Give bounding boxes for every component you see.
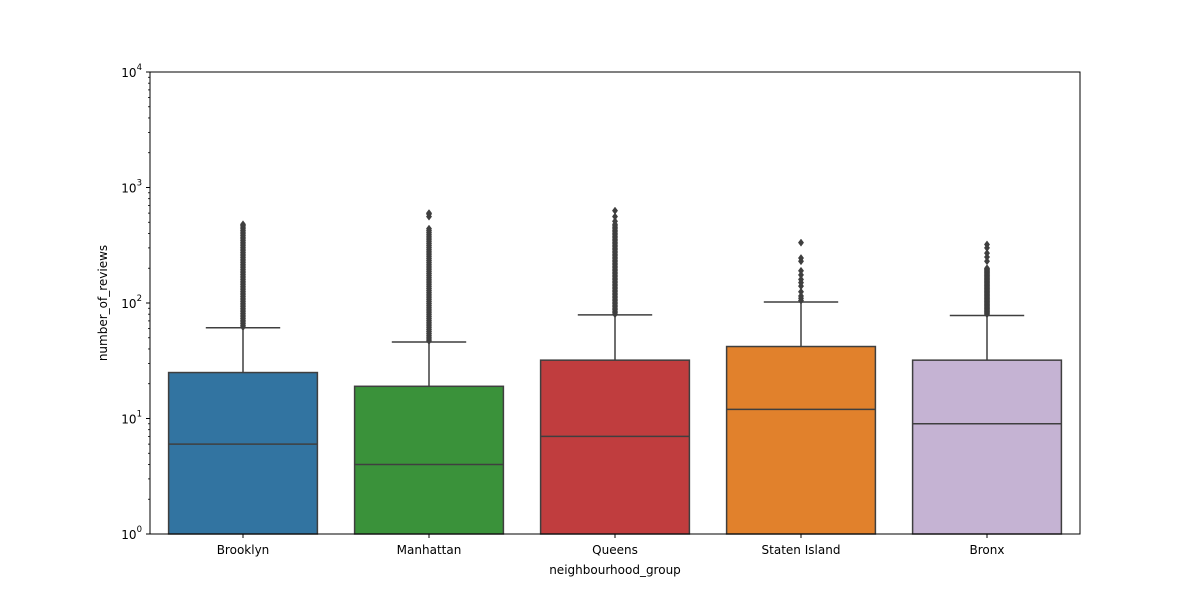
x-axis-label: neighbourhood_group	[549, 563, 681, 577]
x-tick-label-manhattan: Manhattan	[397, 543, 462, 557]
y-tick-label: 103	[121, 179, 142, 196]
outlier-point-bronx	[983, 264, 991, 273]
outlier-point-queens	[611, 217, 619, 226]
x-tick-label-brooklyn: Brooklyn	[217, 543, 270, 557]
box-body-staten-island	[725, 345, 877, 535]
outlier-point-queens	[611, 212, 619, 221]
outlier-point-staten-island	[797, 254, 805, 263]
outlier-point-staten-island	[797, 238, 805, 247]
y-axis-label: number_of_reviews	[96, 245, 110, 361]
outlier-point-queens	[611, 206, 619, 215]
box-brooklyn	[167, 220, 319, 535]
box-body-manhattan	[353, 385, 505, 535]
x-tick-label-staten-island: Staten Island	[762, 543, 841, 557]
boxes-layer	[167, 206, 1063, 535]
x-tick-label-bronx: Bronx	[970, 543, 1005, 557]
box-manhattan	[353, 209, 505, 535]
box-body-bronx	[911, 359, 1063, 535]
outlier-point-bronx	[983, 257, 991, 266]
box-body-queens	[539, 359, 691, 535]
outlier-point-staten-island	[797, 291, 805, 301]
outlier-point-staten-island	[797, 266, 805, 275]
outlier-point-manhattan	[425, 209, 433, 218]
outlier-point-bronx	[983, 240, 991, 249]
axes-layer: Brooklyn Manhattan Queens Staten Island Bron…	[121, 63, 1081, 557]
box-staten-island	[725, 238, 877, 535]
y-tick-label: 102	[121, 294, 142, 311]
outlier-point-staten-island	[797, 275, 805, 284]
outlier-point-bronx	[983, 249, 991, 258]
box-bronx	[911, 240, 1063, 535]
outlier-point-brooklyn	[239, 220, 247, 229]
y-tick-label: 101	[121, 410, 142, 427]
x-tick-label-queens: Queens	[592, 543, 638, 557]
box-queens	[539, 206, 691, 535]
outlier-point-manhattan	[425, 224, 433, 233]
outlier-point-staten-island	[797, 287, 805, 296]
y-tick-label: 100	[121, 525, 142, 542]
outlier-point-staten-island	[797, 270, 805, 279]
y-tick-label: 104	[121, 63, 142, 80]
box-body-brooklyn	[167, 371, 319, 535]
